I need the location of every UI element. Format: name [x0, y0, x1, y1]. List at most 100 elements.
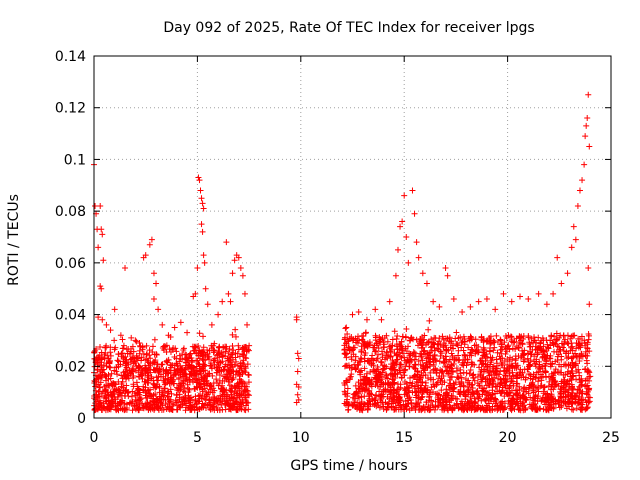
data-point — [173, 348, 180, 355]
data-point — [548, 391, 555, 398]
data-point — [171, 324, 178, 331]
data-point — [503, 345, 510, 352]
data-point — [97, 379, 104, 386]
data-point — [439, 333, 446, 340]
data-point — [397, 396, 404, 403]
data-point — [493, 356, 500, 363]
data-point — [194, 265, 201, 272]
data-point — [403, 348, 410, 355]
data-point — [142, 392, 149, 399]
data-point — [405, 259, 412, 266]
data-point — [494, 383, 501, 390]
data-point — [141, 403, 148, 410]
data-point — [376, 404, 383, 411]
data-point — [118, 353, 125, 360]
data-point — [408, 357, 415, 364]
data-point — [427, 344, 434, 351]
data-point — [410, 364, 417, 371]
data-point — [584, 375, 591, 382]
data-point — [494, 349, 501, 356]
data-point — [572, 236, 579, 243]
data-point — [482, 397, 489, 404]
data-point — [180, 373, 187, 380]
data-point — [173, 360, 180, 367]
data-point — [198, 404, 205, 411]
data-point — [185, 361, 192, 368]
data-point — [396, 397, 403, 404]
data-point — [159, 321, 166, 328]
data-point — [540, 351, 547, 358]
data-point — [124, 350, 131, 357]
data-point — [354, 337, 361, 344]
data-point — [460, 347, 467, 354]
data-point — [159, 402, 166, 409]
data-point — [371, 397, 378, 404]
data-point — [365, 403, 372, 410]
data-point — [160, 392, 167, 399]
data-point — [427, 376, 434, 383]
data-point — [422, 371, 429, 378]
data-point — [136, 363, 143, 370]
data-point — [502, 372, 509, 379]
data-point — [493, 365, 500, 372]
data-point — [376, 338, 383, 345]
data-point — [393, 352, 400, 359]
data-point — [348, 347, 355, 354]
data-point — [227, 359, 234, 366]
data-point — [204, 301, 211, 308]
data-point — [516, 369, 523, 376]
data-point — [358, 348, 365, 355]
data-point — [196, 368, 203, 375]
data-point — [412, 372, 419, 379]
data-point — [143, 395, 150, 402]
data-point — [529, 396, 536, 403]
data-point — [295, 355, 302, 362]
data-point — [503, 389, 510, 396]
data-point — [501, 357, 508, 364]
data-point — [149, 397, 156, 404]
data-point — [444, 363, 451, 370]
data-point — [535, 393, 542, 400]
data-point — [402, 333, 409, 340]
data-point — [412, 394, 419, 401]
data-point — [551, 378, 558, 385]
data-point — [394, 246, 401, 253]
data-point — [244, 361, 251, 368]
data-point — [142, 356, 149, 363]
data-point — [372, 348, 379, 355]
data-point — [434, 379, 441, 386]
data-point — [106, 398, 113, 405]
data-point — [421, 347, 428, 354]
data-point — [163, 357, 170, 364]
data-point — [497, 390, 504, 397]
data-point — [378, 316, 385, 323]
data-point — [130, 383, 137, 390]
data-point — [577, 387, 584, 394]
data-point — [506, 384, 513, 391]
data-point — [391, 328, 398, 335]
data-point — [350, 391, 357, 398]
data-point — [490, 347, 497, 354]
y-tick-label: 0.1 — [64, 152, 86, 168]
data-point — [150, 296, 157, 303]
data-point — [208, 321, 215, 328]
data-point — [456, 356, 463, 363]
data-point — [532, 363, 539, 370]
data-point — [385, 379, 392, 386]
data-point — [440, 399, 447, 406]
data-point — [388, 346, 395, 353]
data-point — [361, 352, 368, 359]
chart-title: Day 092 of 2025, Rate Of TEC Index for r… — [163, 20, 534, 36]
x-tick-label: 25 — [602, 430, 620, 446]
data-point — [202, 356, 209, 363]
data-point — [137, 343, 144, 350]
data-point — [173, 384, 180, 391]
data-point — [401, 372, 408, 379]
data-point — [177, 386, 184, 393]
data-point — [578, 350, 585, 357]
data-point — [403, 234, 410, 240]
x-tick-label: 5 — [193, 430, 202, 446]
data-point — [226, 362, 233, 369]
data-point — [346, 376, 353, 383]
data-point — [555, 343, 562, 350]
